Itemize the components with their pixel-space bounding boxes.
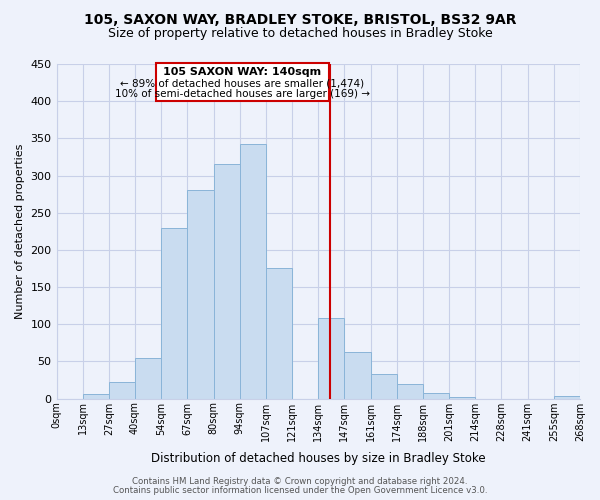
Bar — [83, 394, 109, 398]
Text: 105 SAXON WAY: 140sqm: 105 SAXON WAY: 140sqm — [163, 67, 322, 77]
Bar — [240, 144, 266, 398]
Bar — [449, 397, 475, 398]
Text: ← 89% of detached houses are smaller (1,474): ← 89% of detached houses are smaller (1,… — [121, 79, 364, 89]
Text: 10% of semi-detached houses are larger (169) →: 10% of semi-detached houses are larger (… — [115, 90, 370, 100]
Bar — [187, 190, 214, 398]
Bar — [318, 318, 344, 398]
Bar — [266, 268, 292, 398]
Bar — [214, 164, 240, 398]
Bar — [423, 394, 449, 398]
Bar — [371, 374, 397, 398]
X-axis label: Distribution of detached houses by size in Bradley Stoke: Distribution of detached houses by size … — [151, 452, 485, 465]
Text: Size of property relative to detached houses in Bradley Stoke: Size of property relative to detached ho… — [107, 28, 493, 40]
FancyBboxPatch shape — [156, 62, 329, 101]
Text: 105, SAXON WAY, BRADLEY STOKE, BRISTOL, BS32 9AR: 105, SAXON WAY, BRADLEY STOKE, BRISTOL, … — [84, 12, 516, 26]
Y-axis label: Number of detached properties: Number of detached properties — [15, 144, 25, 319]
Text: Contains public sector information licensed under the Open Government Licence v3: Contains public sector information licen… — [113, 486, 487, 495]
Bar — [135, 358, 161, 399]
Bar — [109, 382, 135, 398]
Bar — [554, 396, 580, 398]
Text: Contains HM Land Registry data © Crown copyright and database right 2024.: Contains HM Land Registry data © Crown c… — [132, 477, 468, 486]
Bar — [344, 352, 371, 399]
Bar — [397, 384, 423, 398]
Bar — [161, 228, 187, 398]
